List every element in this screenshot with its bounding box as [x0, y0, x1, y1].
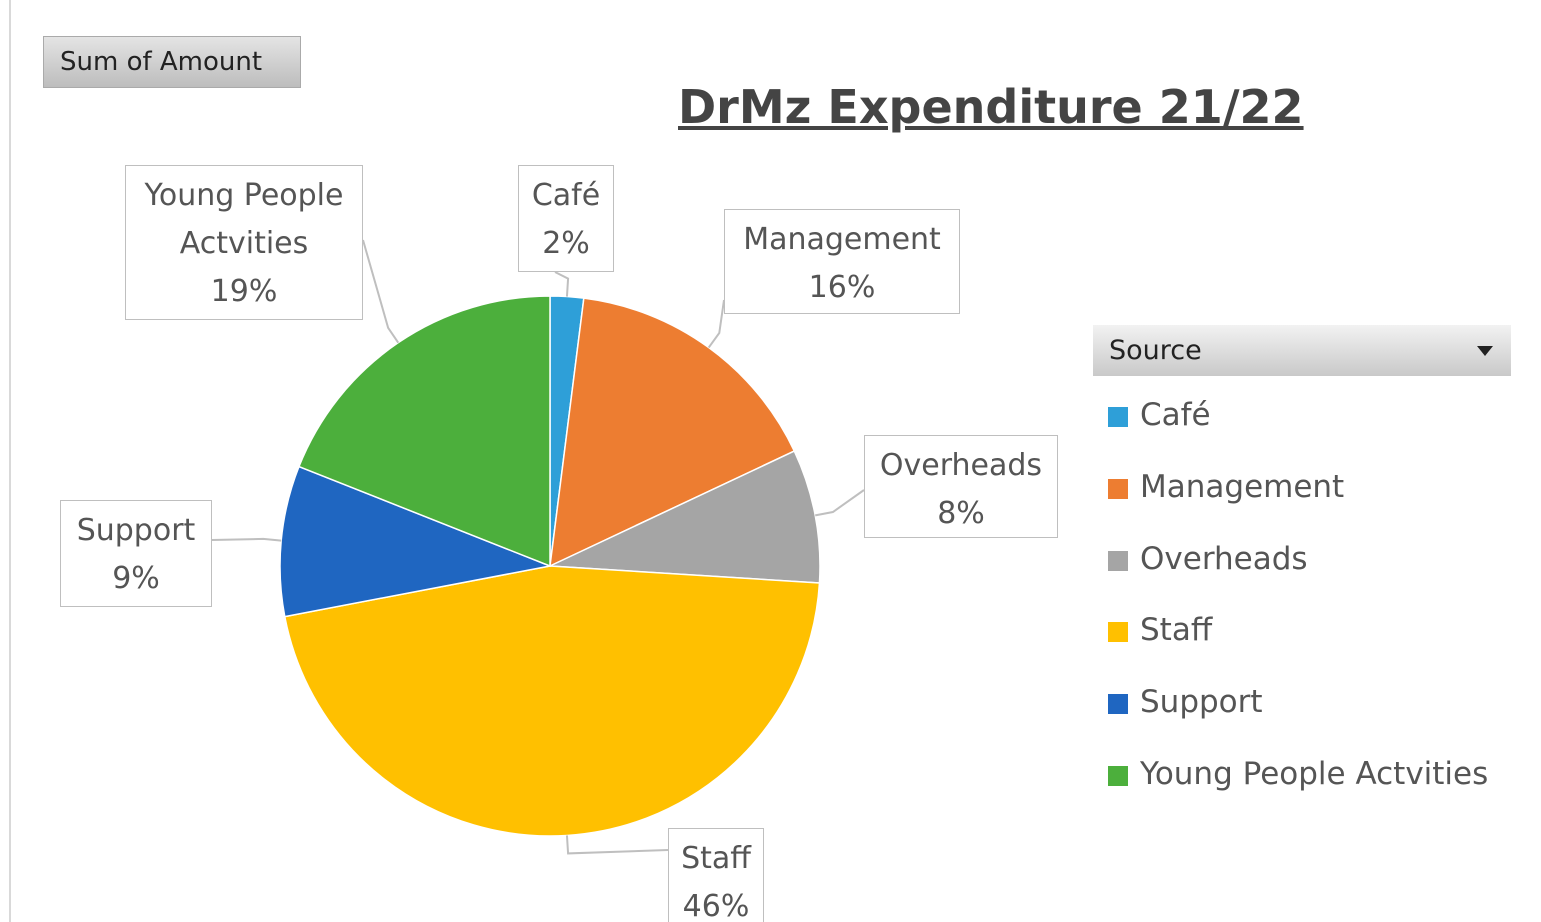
legend-entry: Management	[1108, 467, 1344, 507]
label-category: Café	[531, 178, 601, 213]
label-value: 46%	[682, 889, 750, 922]
label-value: 19%	[210, 274, 278, 309]
leader-line	[211, 537, 282, 542]
label-value: 9%	[112, 561, 160, 596]
legend-swatch	[1108, 407, 1128, 427]
label-category: Young People Actvities	[144, 178, 344, 261]
legend-swatch	[1108, 478, 1128, 499]
label-category: Overheads	[879, 448, 1043, 483]
leader-line	[565, 835, 669, 855]
pie-slice	[283, 565, 821, 837]
pie-slice	[549, 297, 796, 568]
label-value: 2%	[542, 226, 590, 261]
legend-title: Source	[1109, 335, 1202, 366]
legend-entry: Overheads	[1108, 539, 1308, 579]
label-value: 8%	[937, 496, 985, 531]
legend-entry: Café	[1108, 395, 1211, 435]
legend-label: Management	[1140, 468, 1345, 505]
legend-label: Young People Actvities	[1140, 756, 1489, 792]
leader-line	[707, 299, 725, 349]
legend-entry: Support	[1108, 682, 1263, 722]
label-category: Support	[76, 513, 196, 548]
dropdown-arrow[interactable]	[1477, 346, 1493, 356]
legend-label: Staff	[1140, 612, 1213, 649]
leader-line	[362, 239, 400, 344]
label-category: Management	[743, 222, 941, 257]
pie-slice	[549, 450, 821, 584]
legend-label: Café	[1140, 397, 1211, 433]
legend-header[interactable]: Source	[1093, 325, 1511, 376]
leader-line	[815, 489, 865, 517]
field-button[interactable]: Sum of Amount	[43, 36, 301, 88]
legend-label: Overheads	[1140, 540, 1308, 577]
legend-label: Support	[1140, 684, 1263, 721]
data-label: Young People Actvities 19%	[125, 165, 363, 320]
data-label: Management 16%	[724, 209, 960, 314]
data-label: Café 2%	[518, 165, 614, 272]
chart-title: DrMz Expenditure 21/22	[678, 80, 1304, 134]
legend-swatch	[1108, 766, 1128, 786]
legend-swatch	[1108, 622, 1128, 643]
legend-entry: Young People Actvities	[1108, 754, 1488, 794]
data-label: Support 9%	[60, 500, 212, 607]
leader-line	[554, 271, 570, 297]
data-label: Overheads 8%	[864, 435, 1058, 538]
label-category: Staff	[681, 841, 751, 876]
legend-swatch	[1108, 694, 1128, 715]
legend-swatch	[1108, 550, 1128, 571]
label-value: 16%	[808, 270, 876, 305]
legend-entry: Staff	[1108, 610, 1212, 650]
data-label: Staff 46%	[668, 828, 764, 922]
